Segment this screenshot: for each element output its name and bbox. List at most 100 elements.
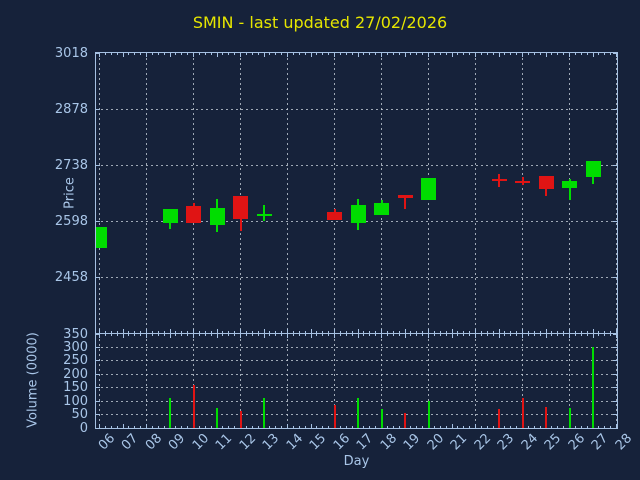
x-minor-tick [398, 426, 400, 428]
x-minor-tick [181, 331, 183, 333]
x-minor-tick [586, 331, 588, 333]
x-minor-tick [292, 53, 294, 55]
x-major-tick [381, 329, 383, 333]
x-minor-tick [463, 426, 465, 428]
x-minor-tick [533, 53, 535, 55]
y-tick [613, 414, 617, 416]
x-minor-tick [439, 331, 441, 333]
x-major-tick [357, 53, 359, 57]
x-minor-tick [433, 426, 435, 428]
x-minor-tick [110, 331, 112, 333]
x-minor-tick [204, 331, 206, 333]
x-minor-tick [157, 426, 159, 428]
volume-axis-label: Volume (0000) [25, 332, 41, 428]
x-minor-tick [104, 334, 106, 336]
x-tick-label: 12 [236, 431, 260, 454]
candle-body-day-27 [585, 160, 601, 178]
x-minor-tick [222, 426, 224, 428]
x-minor-tick [398, 334, 400, 336]
x-minor-tick [416, 331, 418, 333]
x-minor-tick [586, 334, 588, 336]
x-minor-tick [610, 426, 612, 428]
x-minor-tick [234, 331, 236, 333]
gridline-vertical [616, 334, 617, 428]
x-minor-tick [269, 331, 271, 333]
x-major-tick [404, 329, 406, 333]
x-minor-tick [292, 334, 294, 336]
volume-tick-label: 200 [63, 366, 88, 382]
x-minor-tick [510, 334, 512, 336]
x-major-tick [357, 334, 359, 338]
x-minor-tick [386, 426, 388, 428]
x-major-tick [334, 53, 336, 57]
x-minor-tick [328, 334, 330, 336]
gridline-horizontal [96, 400, 617, 402]
x-minor-tick [375, 334, 377, 336]
volume-tick-label: 350 [63, 326, 88, 342]
x-major-tick [193, 53, 195, 57]
x-minor-tick [351, 53, 353, 55]
candle-body-day-12 [233, 195, 249, 219]
x-minor-tick [486, 53, 488, 55]
x-minor-tick [134, 331, 136, 333]
x-minor-tick [557, 426, 559, 428]
volume-bar-day-16 [333, 404, 336, 428]
x-major-tick [475, 329, 477, 333]
x-minor-tick [204, 334, 206, 336]
x-minor-tick [281, 331, 283, 333]
x-minor-tick [422, 426, 424, 428]
x-minor-tick [187, 426, 189, 428]
x-minor-tick [298, 426, 300, 428]
x-major-tick [193, 329, 195, 333]
gridline-vertical [334, 334, 336, 428]
x-tick-label: 19 [401, 431, 424, 454]
x-major-tick [334, 329, 336, 333]
x-minor-tick [410, 331, 412, 333]
y-tick [96, 427, 100, 428]
y-tick [613, 277, 617, 279]
gridline-horizontal [96, 373, 617, 375]
gridline-vertical [146, 334, 148, 428]
x-minor-tick [375, 426, 377, 428]
x-minor-tick [433, 331, 435, 333]
x-minor-tick [345, 331, 347, 333]
x-minor-tick [445, 426, 447, 428]
y-tick [613, 164, 617, 166]
y-tick [613, 53, 617, 54]
gridline-vertical [522, 334, 524, 428]
candle-body-day-25 [538, 176, 554, 190]
x-minor-tick [316, 53, 318, 55]
x-major-tick [404, 334, 406, 338]
x-minor-tick [151, 53, 153, 55]
candle-wick-day-13 [263, 204, 266, 222]
x-major-tick [310, 334, 312, 338]
x-major-tick [216, 53, 218, 57]
x-minor-tick [322, 426, 324, 428]
x-major-tick [263, 53, 265, 57]
y-tick [96, 387, 100, 389]
gridline-vertical [334, 53, 336, 333]
candle-body-day-20 [421, 178, 437, 200]
x-tick-label: 08 [142, 431, 166, 454]
x-minor-tick [469, 331, 471, 333]
x-minor-tick [275, 334, 277, 336]
volume-bar-day-19 [404, 413, 407, 428]
x-minor-tick [210, 334, 212, 336]
x-tick-label: 14 [283, 431, 307, 454]
x-major-tick [451, 329, 453, 333]
x-minor-tick [157, 334, 159, 336]
x-minor-tick [398, 53, 400, 55]
x-minor-tick [598, 334, 600, 336]
candle-body-day-17 [350, 204, 366, 224]
x-minor-tick [574, 334, 576, 336]
x-minor-tick [369, 53, 371, 55]
x-minor-tick [375, 331, 377, 333]
x-minor-tick [539, 53, 541, 55]
x-minor-tick [527, 53, 529, 55]
x-minor-tick [463, 331, 465, 333]
x-minor-tick [175, 334, 177, 336]
x-major-tick [451, 53, 453, 57]
price-tick-label: 3018 [54, 45, 88, 61]
x-minor-tick [416, 334, 418, 336]
x-minor-tick [228, 53, 230, 55]
